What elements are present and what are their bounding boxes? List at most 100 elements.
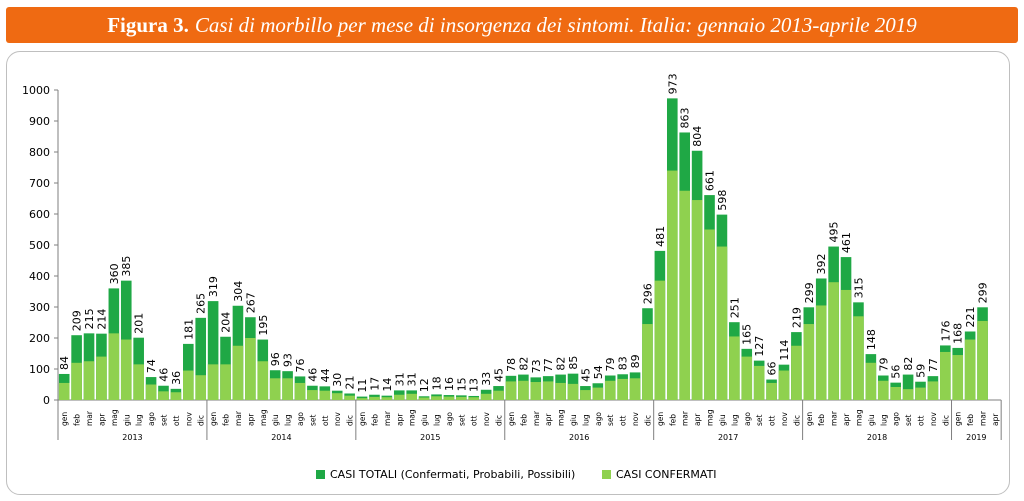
bar-confirmed — [331, 393, 343, 400]
month-label: ott — [619, 415, 628, 426]
bar-confirmed — [753, 365, 765, 400]
month-label: gen — [805, 412, 814, 426]
bar-value-label: 45 — [493, 368, 506, 382]
month-label: ott — [916, 415, 925, 426]
y-tick-label: 1000 — [22, 84, 50, 97]
bar-confirmed — [393, 394, 405, 400]
bar-confirmed — [418, 397, 430, 400]
y-tick-label: 0 — [43, 394, 50, 407]
month-label: ott — [172, 415, 181, 426]
month-label: ago — [147, 412, 156, 426]
bar-confirmed — [133, 364, 144, 400]
bar-value-label: 82 — [517, 357, 530, 371]
bar-confirmed — [840, 289, 852, 400]
month-label: mag — [259, 409, 268, 426]
legend-label-total: CASI TOTALI (Confermati, Probabili, Poss… — [330, 468, 575, 481]
month-label: lug — [730, 414, 739, 426]
bar-value-label: 82 — [555, 357, 568, 371]
bar-value-label: 76 — [294, 358, 307, 372]
bar-value-label: 973 — [666, 73, 679, 94]
bar-value-label: 17 — [368, 377, 381, 391]
month-label: dic — [941, 415, 950, 426]
bar-confirmed — [964, 339, 976, 400]
bar-value-label: 214 — [95, 309, 108, 330]
bar-confirmed — [791, 345, 802, 400]
bar-value-label: 31 — [393, 372, 406, 386]
bar-value-label: 661 — [704, 170, 717, 191]
bar-value-label: 299 — [803, 282, 816, 303]
bar-value-label: 15 — [455, 377, 468, 391]
bar-confirmed — [691, 200, 703, 400]
bar-confirmed — [369, 396, 380, 400]
month-label: nov — [184, 412, 193, 426]
bar-confirmed — [815, 305, 827, 400]
month-label: mag — [706, 409, 715, 426]
bar-confirmed — [282, 378, 293, 400]
y-tick-label: 200 — [29, 332, 50, 345]
bar-value-label: 168 — [952, 323, 965, 344]
bar-value-label: 863 — [679, 107, 692, 128]
year-label: 2016 — [569, 433, 589, 442]
bar-confirmed — [158, 391, 169, 400]
year-label: 2018 — [867, 433, 887, 442]
bar-value-label: 79 — [877, 358, 890, 372]
bar-confirmed — [245, 338, 256, 400]
bar-value-label: 79 — [604, 358, 617, 372]
bar-confirmed — [480, 393, 492, 400]
bar-value-label: 299 — [977, 282, 990, 303]
month-label: feb — [668, 414, 677, 426]
legend-label-confirmed: CASI CONFERMATI — [616, 468, 717, 481]
month-label: giu — [420, 414, 429, 426]
bar-confirmed — [952, 355, 964, 400]
month-label: ago — [892, 412, 901, 426]
bar-confirmed — [505, 381, 517, 400]
bar-confirmed — [431, 396, 442, 400]
bar-value-label: 165 — [741, 324, 754, 345]
month-label: mar — [234, 410, 243, 426]
y-tick-label: 900 — [29, 115, 50, 128]
bar-value-label: 392 — [815, 253, 828, 274]
bar-confirmed — [766, 382, 777, 400]
bar-value-label: 804 — [691, 126, 704, 147]
bar-value-label: 195 — [257, 315, 270, 336]
month-label: mag — [557, 409, 566, 426]
bar-total — [902, 374, 914, 400]
bar-value-label: 461 — [840, 232, 853, 253]
month-label: apr — [246, 413, 255, 426]
y-tick-label: 300 — [29, 301, 50, 314]
legend-swatch-confirmed — [602, 470, 611, 479]
bar-value-label: 66 — [766, 362, 779, 376]
month-label: mar — [532, 410, 541, 426]
month-label: ago — [594, 412, 603, 426]
bar-confirmed — [853, 316, 864, 400]
year-label: 2013 — [122, 433, 142, 442]
bar-value-label: 46 — [157, 368, 170, 382]
month-label: feb — [370, 414, 379, 426]
bar-confirmed — [704, 229, 715, 400]
bar-value-label: 201 — [133, 313, 146, 334]
month-label: apr — [991, 413, 1000, 426]
month-label: nov — [780, 412, 789, 426]
month-label: ago — [743, 412, 752, 426]
y-tick-label: 800 — [29, 146, 50, 159]
month-label: apr — [544, 413, 553, 426]
month-label: ott — [470, 415, 479, 426]
month-label: mar — [85, 410, 94, 426]
bar-value-label: 251 — [728, 297, 741, 318]
y-tick-label: 400 — [29, 270, 50, 283]
bar-confirmed — [629, 378, 641, 400]
month-label: set — [457, 414, 466, 426]
bar-value-label: 56 — [890, 365, 903, 379]
bar-value-label: 89 — [629, 354, 642, 368]
bar-value-label: 215 — [83, 308, 96, 329]
month-label: mar — [979, 410, 988, 426]
bar-value-label: 46 — [306, 368, 319, 382]
bar-confirmed — [170, 392, 182, 400]
bar-confirmed — [257, 361, 269, 400]
bar-total — [207, 301, 219, 400]
bar-value-label: 59 — [914, 364, 927, 378]
bar-confirmed — [890, 386, 901, 400]
bar-confirmed — [145, 384, 157, 400]
bar-confirmed — [654, 280, 666, 400]
bar-confirmed — [977, 320, 988, 400]
